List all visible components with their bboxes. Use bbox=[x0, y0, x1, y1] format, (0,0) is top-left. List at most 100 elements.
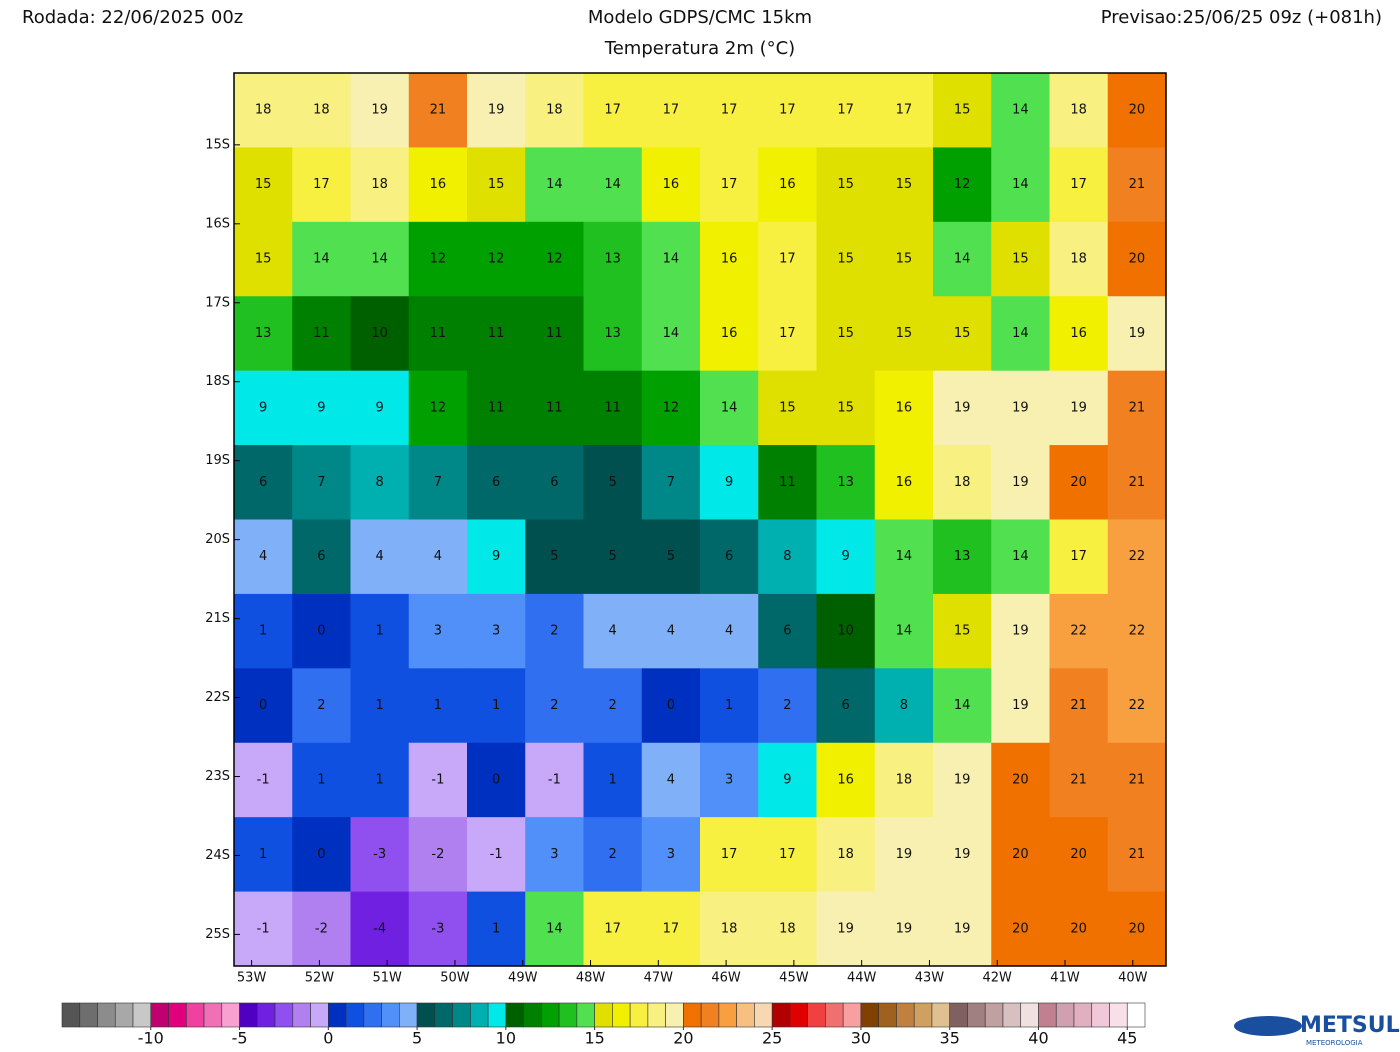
temperature-cell bbox=[408, 891, 468, 967]
temperature-cell bbox=[350, 73, 410, 148]
cell-label: 18 bbox=[313, 103, 330, 118]
y-tick-label: 24S bbox=[205, 848, 230, 863]
cell-label: 21 bbox=[1129, 847, 1146, 862]
temperature-cell bbox=[467, 445, 526, 520]
temperature-cell bbox=[874, 221, 934, 297]
temperature-cell bbox=[350, 668, 410, 744]
cell-label: 19 bbox=[954, 400, 971, 415]
temperature-cell bbox=[758, 445, 817, 520]
temperature-cell bbox=[234, 817, 293, 893]
cell-label: 1 bbox=[259, 847, 267, 862]
cell-label: 1 bbox=[492, 698, 500, 713]
cell-label: 7 bbox=[434, 475, 442, 490]
cell-label: 11 bbox=[546, 326, 563, 341]
cell-label: 12 bbox=[546, 252, 563, 267]
temperature-cell bbox=[758, 742, 817, 818]
cell-label: 14 bbox=[954, 698, 971, 713]
cell-label: 4 bbox=[375, 549, 383, 564]
cell-label: 21 bbox=[1070, 698, 1087, 713]
temperature-cell bbox=[1049, 593, 1109, 669]
cell-label: 9 bbox=[783, 772, 791, 787]
temperature-cell bbox=[641, 370, 701, 446]
colorbar-box bbox=[256, 1002, 276, 1028]
cell-label: 7 bbox=[317, 475, 325, 490]
temperature-cell bbox=[641, 445, 701, 520]
cell-label: 6 bbox=[783, 624, 791, 639]
temperature-cell bbox=[408, 668, 468, 744]
colorbar-box bbox=[665, 1002, 684, 1028]
y-tick-label: 21S bbox=[205, 611, 230, 626]
cell-label: 22 bbox=[1070, 624, 1087, 639]
x-tick-label: 45W bbox=[779, 971, 809, 986]
temperature-cell bbox=[1107, 742, 1167, 818]
cell-label: 21 bbox=[430, 103, 447, 118]
cell-label: 14 bbox=[896, 624, 913, 639]
temperature-cell bbox=[641, 296, 701, 372]
cell-label: 9 bbox=[317, 400, 325, 415]
colorbar-box bbox=[203, 1002, 223, 1028]
colorbar-label: 35 bbox=[940, 1029, 960, 1048]
cell-label: 11 bbox=[604, 400, 621, 415]
temperature-cell bbox=[816, 891, 876, 967]
cell-label: 12 bbox=[954, 177, 971, 192]
temperature-cell bbox=[525, 742, 584, 818]
colorbar-box bbox=[576, 1002, 595, 1028]
temperature-cell bbox=[234, 445, 293, 520]
cell-label: 1 bbox=[608, 772, 616, 787]
cell-label: 15 bbox=[837, 252, 854, 267]
cell-label: 15 bbox=[837, 177, 854, 192]
y-tick-label: 23S bbox=[205, 769, 230, 784]
temperature-cell bbox=[641, 73, 701, 148]
temperature-cell bbox=[1107, 147, 1167, 223]
colorbar-box bbox=[97, 1002, 116, 1028]
cell-label: 21 bbox=[1129, 772, 1146, 787]
cell-label: 4 bbox=[259, 549, 267, 564]
temperature-cell bbox=[467, 891, 526, 967]
temperature-cell bbox=[700, 891, 759, 967]
colorbar-box bbox=[754, 1002, 773, 1028]
variable-title: Temperatura 2m (°C) bbox=[604, 38, 795, 59]
colorbar-box bbox=[647, 1002, 666, 1028]
temperature-cell bbox=[292, 296, 351, 372]
temperature-cell bbox=[408, 817, 468, 893]
cell-label: 14 bbox=[1012, 177, 1029, 192]
temperature-cell bbox=[874, 519, 934, 595]
temperature-cell bbox=[758, 370, 817, 446]
cell-label: 4 bbox=[434, 549, 442, 564]
colorbar-box bbox=[274, 1002, 294, 1028]
cell-label: 1 bbox=[259, 624, 267, 639]
cell-label: 15 bbox=[896, 177, 913, 192]
temperature-cell bbox=[292, 73, 351, 148]
colorbar-label: 45 bbox=[1117, 1029, 1137, 1048]
cell-label: 16 bbox=[896, 475, 913, 490]
cell-label: -1 bbox=[257, 772, 270, 787]
temperature-cell bbox=[350, 891, 410, 967]
cell-label: 16 bbox=[896, 400, 913, 415]
temperature-cell bbox=[408, 742, 468, 818]
cell-label: 20 bbox=[1070, 847, 1087, 862]
cell-label: -3 bbox=[431, 921, 444, 936]
x-tick-label: 47W bbox=[644, 971, 674, 986]
y-tick-label: 18S bbox=[205, 374, 230, 389]
cell-label: 3 bbox=[667, 847, 675, 862]
cell-label: 15 bbox=[837, 326, 854, 341]
cell-label: 9 bbox=[375, 400, 383, 415]
cell-label: 17 bbox=[663, 103, 680, 118]
cell-label: 18 bbox=[954, 475, 971, 490]
temperature-cell bbox=[525, 221, 584, 297]
colorbar-box bbox=[239, 1002, 258, 1028]
colorbar-box bbox=[718, 1002, 737, 1028]
temperature-cell bbox=[700, 296, 759, 372]
temperature-cell bbox=[641, 817, 701, 893]
temperature-cell bbox=[1049, 445, 1109, 520]
colorbar-box bbox=[931, 1002, 951, 1028]
temperature-cell bbox=[1107, 668, 1167, 744]
temperature-cell bbox=[816, 668, 876, 744]
cell-label: 3 bbox=[434, 624, 442, 639]
temperature-cell bbox=[583, 742, 643, 818]
colorbar-box bbox=[736, 1002, 755, 1028]
cell-label: 22 bbox=[1129, 698, 1146, 713]
colorbar-box bbox=[452, 1002, 471, 1028]
temperature-cell bbox=[583, 445, 643, 520]
temperature-cell bbox=[583, 668, 643, 744]
